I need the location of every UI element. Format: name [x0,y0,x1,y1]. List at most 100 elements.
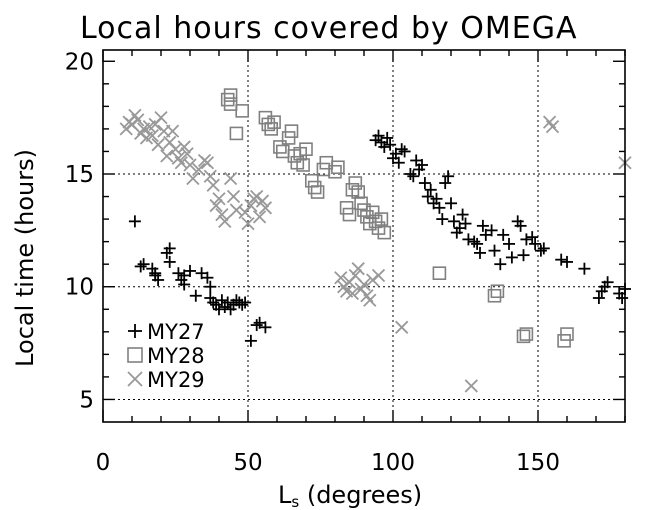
point-square [296,158,310,172]
y-tick-label: 15 [65,162,94,188]
y-tick-label: 5 [79,387,94,413]
point-cross [168,142,183,156]
point-cross [119,122,133,136]
point-plus [204,280,217,293]
point-cross [203,169,217,183]
point-square [220,92,235,107]
point-square [432,266,447,281]
point-cross [252,210,267,224]
point-plus [184,264,196,277]
y-tick-label: 10 [65,275,94,301]
legend-label-MY27: MY27 [147,320,205,344]
legend-label-MY29: MY29 [147,368,205,392]
point-plus [189,289,202,302]
point-plus [497,228,510,241]
point-cross [212,192,226,206]
point-square [348,176,363,190]
point-cross [363,293,377,307]
point-cross [186,171,200,186]
point-plus [462,233,475,246]
point-square [307,180,322,195]
point-cross [366,273,380,287]
x-tick-label: 50 [233,450,262,476]
point-plus [514,219,527,232]
point-plus [215,294,228,307]
point-plus [152,273,165,286]
point-cross [357,277,371,292]
point-plus [447,215,460,228]
point-square [275,144,290,159]
point-cross [258,201,273,215]
series-MY28 [220,88,574,348]
point-plus [424,183,437,196]
point-cross [145,129,159,143]
point-cross [131,113,145,127]
point-plus [163,255,176,268]
point-square [374,212,389,226]
point-plus [485,224,498,237]
point-plus [433,201,446,214]
x-axis-label-subscript: s [291,493,299,510]
point-cross [215,207,229,222]
point-plus [442,170,455,183]
point-square [267,115,281,129]
point-square [331,160,345,175]
legend-label-MY28: MY28 [147,344,205,368]
point-plus [178,278,191,291]
point-square [223,97,238,111]
axis-ticks [102,50,626,422]
point-plus [529,237,542,250]
point-cross [206,178,220,192]
point-plus [488,244,501,257]
point-plus [471,237,484,250]
point-plus [213,303,225,316]
x-tick-labels: 0 50 100 150 [96,450,560,476]
point-plus [392,156,405,169]
data-points [119,88,632,393]
y-axis-label: Local time (hours) [11,149,39,367]
x-tick-label: 100 [371,450,415,476]
point-plus [592,292,605,304]
point-square [235,104,249,118]
point-cross [345,286,360,301]
point-cross [209,198,223,213]
point-cross [334,271,348,285]
x-tick-label: 0 [96,450,111,476]
point-plus [430,192,443,205]
x-axis-label-main: L [278,481,292,509]
point-square [310,185,325,199]
series-MY27 [128,129,631,347]
point-plus [561,255,573,268]
point-cross [241,216,255,231]
point-plus [250,319,263,332]
x-axis-label-rest: (degrees) [299,481,422,509]
point-square [516,329,531,344]
x-axis-label: Ls (degrees) [278,481,422,510]
point-square [328,164,342,179]
plot-frame [102,49,626,423]
point-plus [128,215,141,228]
point-square [342,207,357,222]
point-plus [474,246,486,259]
point-plus [137,258,150,271]
point-cross [250,189,264,204]
point-cross [218,214,232,228]
point-cross [200,156,215,170]
point-plus [505,251,518,264]
point-plus [404,168,417,180]
x-tick-label: 150 [516,450,560,476]
point-plus [421,190,434,203]
point-plus [436,213,449,226]
point-plus [398,145,411,158]
y-tick-labels: 5 10 15 20 [65,49,94,413]
point-cross [244,198,258,213]
point-plus [207,296,220,309]
point-square [560,327,574,341]
point-plus [456,208,469,221]
point-cross [223,171,238,186]
point-plus [378,140,391,153]
point-cross [180,147,194,161]
point-square [487,288,502,303]
point-cross [351,262,365,276]
point-cross [160,149,174,163]
